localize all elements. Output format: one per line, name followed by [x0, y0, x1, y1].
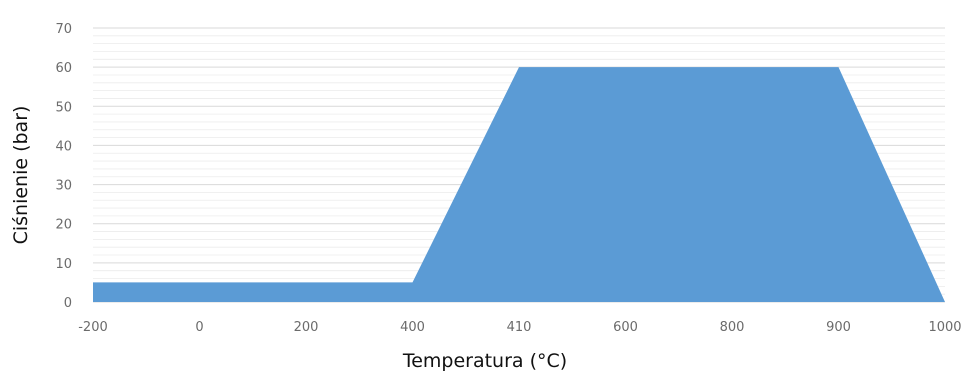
- x-tick-label: 1000: [928, 320, 961, 335]
- y-tick-label: 20: [55, 218, 72, 233]
- x-axis-title: Temperatura (°C): [402, 350, 567, 372]
- x-tick-label: -200: [78, 320, 108, 335]
- y-tick-label: 10: [55, 257, 72, 272]
- y-axis-title: Ciśnienie (bar): [10, 106, 32, 245]
- y-tick-label: 40: [55, 139, 72, 154]
- area-series: [93, 67, 945, 303]
- x-tick-label: 600: [613, 320, 638, 335]
- y-tick-label: 60: [55, 61, 72, 76]
- x-axis-ticks: -200 0 200 400 410 600 800 900 1000: [78, 320, 961, 335]
- x-tick-label: 0: [195, 320, 203, 335]
- x-tick-label: 400: [400, 320, 425, 335]
- y-tick-label: 50: [55, 100, 72, 115]
- x-tick-label: 200: [294, 320, 319, 335]
- y-tick-label: 30: [55, 179, 72, 194]
- y-tick-label: 70: [55, 22, 72, 37]
- x-tick-label: 800: [720, 320, 745, 335]
- x-tick-label: 900: [826, 320, 851, 335]
- x-tick-label: 410: [507, 320, 532, 335]
- plot-area: [93, 67, 945, 303]
- y-tick-label: 0: [64, 296, 72, 311]
- y-axis-ticks: 0 10 20 30 40 50 60 70: [55, 22, 72, 311]
